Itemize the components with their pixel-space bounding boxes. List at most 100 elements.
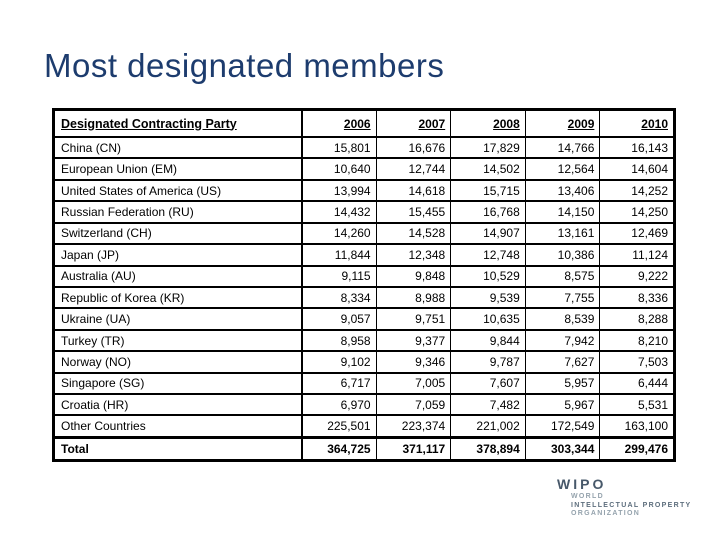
value-cell: 17,829 xyxy=(450,135,526,159)
party-cell: Australia (AU) xyxy=(53,264,302,287)
value-cell: 14,528 xyxy=(375,221,451,245)
value-cell: 8,336 xyxy=(599,285,675,309)
value-cell: 16,143 xyxy=(599,135,675,159)
year-header-cell: 2010 xyxy=(599,108,675,137)
value-cell: 371,117 xyxy=(375,436,451,461)
value-cell: 9,222 xyxy=(599,264,675,287)
value-cell: 15,455 xyxy=(375,200,451,223)
wipo-logo: WIPO WORLD INTELLECTUAL PROPERTY ORGANIZ… xyxy=(557,477,692,519)
wipo-logo-line-world: WORLD xyxy=(571,493,604,500)
party-cell: Japan (JP) xyxy=(53,243,302,266)
party-cell: Singapore (SG) xyxy=(53,371,302,395)
value-cell: 223,374 xyxy=(375,414,451,438)
year-header-cell: 2006 xyxy=(300,108,377,137)
value-cell: 16,768 xyxy=(450,200,526,223)
year-header-cell: 2008 xyxy=(450,108,526,137)
value-cell: 7,503 xyxy=(599,350,675,373)
value-cell: 11,844 xyxy=(300,243,377,266)
year-header-cell: 2007 xyxy=(375,108,451,137)
value-cell: 7,482 xyxy=(450,393,526,416)
party-cell: China (CN) xyxy=(53,135,302,159)
value-cell: 14,502 xyxy=(450,157,526,180)
table-row: Turkey (TR) 8,958 9,377 9,844 7,942 8,210 xyxy=(53,328,675,352)
party-cell: Croatia (HR) xyxy=(53,393,302,416)
party-cell: Republic of Korea (KR) xyxy=(53,285,302,309)
table-row: Norway (NO) 9,102 9,346 9,787 7,627 7,503 xyxy=(53,350,675,373)
table-row: Japan (JP) 11,844 12,348 12,748 10,386 11,124 xyxy=(53,243,675,266)
table-row: Croatia (HR) 6,970 7,059 7,482 5,967 5,531 xyxy=(53,393,675,416)
value-cell: 364,725 xyxy=(300,436,377,461)
value-cell: 13,994 xyxy=(300,178,377,202)
value-cell: 9,787 xyxy=(450,350,526,373)
value-cell: 9,844 xyxy=(450,328,526,352)
party-cell: Turkey (TR) xyxy=(53,328,302,352)
value-cell: 7,942 xyxy=(524,328,600,352)
table-row: Australia (AU) 9,115 9,848 10,529 8,575 9,222 xyxy=(53,264,675,287)
year-header-cell: 2009 xyxy=(524,108,600,137)
value-cell: 7,755 xyxy=(524,285,600,309)
value-cell: 14,250 xyxy=(599,200,675,223)
table-header-row: Designated Contracting Party 2006 2007 200… xyxy=(53,108,675,137)
value-cell: 10,640 xyxy=(300,157,377,180)
value-cell: 14,260 xyxy=(300,221,377,245)
table-row: Other Countries 225,501 223,374 221,002 172,… xyxy=(53,414,675,438)
wipo-logo-wordmark: WIPO xyxy=(557,476,607,492)
value-cell: 12,744 xyxy=(375,157,451,180)
value-cell: 11,124 xyxy=(599,243,675,266)
value-cell: 10,386 xyxy=(524,243,600,266)
value-cell: 8,210 xyxy=(599,328,675,352)
value-cell: 6,717 xyxy=(300,371,377,395)
value-cell: 8,334 xyxy=(300,285,377,309)
value-cell: 14,766 xyxy=(524,135,600,159)
designations-table: Designated Contracting Party 2006 2007 200… xyxy=(52,108,676,462)
table-row: Switzerland (CH) 14,260 14,528 14,907 13,161… xyxy=(53,221,675,245)
value-cell: 8,288 xyxy=(599,307,675,330)
value-cell: 6,444 xyxy=(599,371,675,395)
value-cell: 12,469 xyxy=(599,221,675,245)
value-cell: 14,604 xyxy=(599,157,675,180)
party-cell: Russian Federation (RU) xyxy=(53,200,302,223)
value-cell: 225,501 xyxy=(300,414,377,438)
value-cell: 303,344 xyxy=(524,436,600,461)
value-cell: 7,005 xyxy=(375,371,451,395)
value-cell: 10,529 xyxy=(450,264,526,287)
members-table-body: China (CN) 15,801 16,676 17,829 14,766 16,143… xyxy=(53,135,675,461)
value-cell: 378,894 xyxy=(450,436,526,461)
value-cell: 12,348 xyxy=(375,243,451,266)
value-cell: 6,970 xyxy=(300,393,377,416)
value-cell: 14,618 xyxy=(375,178,451,202)
table-row: Ukraine (UA) 9,057 9,751 10,635 8,539 8,288 xyxy=(53,307,675,330)
table-row: United States of America (US) 13,994 14,61… xyxy=(53,178,675,202)
table-total-row: Total 364,725 371,117 378,894 303,344 299,476 xyxy=(53,436,675,461)
value-cell: 13,161 xyxy=(524,221,600,245)
value-cell: 12,564 xyxy=(524,157,600,180)
value-cell: 172,549 xyxy=(524,414,600,438)
party-cell: Ukraine (UA) xyxy=(53,307,302,330)
value-cell: 9,115 xyxy=(300,264,377,287)
value-cell: 15,715 xyxy=(450,178,526,202)
wipo-logo-line-organization: ORGANIZATION xyxy=(571,510,641,517)
value-cell: 14,432 xyxy=(300,200,377,223)
value-cell: 163,100 xyxy=(599,414,675,438)
party-cell: United States of America (US) xyxy=(53,178,302,202)
value-cell: 14,150 xyxy=(524,200,600,223)
value-cell: 9,539 xyxy=(450,285,526,309)
value-cell: 16,676 xyxy=(375,135,451,159)
value-cell: 14,907 xyxy=(450,221,526,245)
value-cell: 8,575 xyxy=(524,264,600,287)
value-cell: 8,539 xyxy=(524,307,600,330)
value-cell: 7,059 xyxy=(375,393,451,416)
wipo-logo-line-intellectual-property: INTELLECTUAL PROPERTY xyxy=(571,501,692,509)
value-cell: 8,988 xyxy=(375,285,451,309)
value-cell: 7,627 xyxy=(524,350,600,373)
table-row: Republic of Korea (KR) 8,334 8,988 9,539 7,7… xyxy=(53,285,675,309)
value-cell: 14,252 xyxy=(599,178,675,202)
value-cell: 9,377 xyxy=(375,328,451,352)
value-cell: 9,102 xyxy=(300,350,377,373)
value-cell: 9,751 xyxy=(375,307,451,330)
party-cell: Other Countries xyxy=(53,414,302,438)
value-cell: 8,958 xyxy=(300,328,377,352)
party-cell: Switzerland (CH) xyxy=(53,221,302,245)
table-row: European Union (EM) 10,640 12,744 14,502 12,… xyxy=(53,157,675,180)
